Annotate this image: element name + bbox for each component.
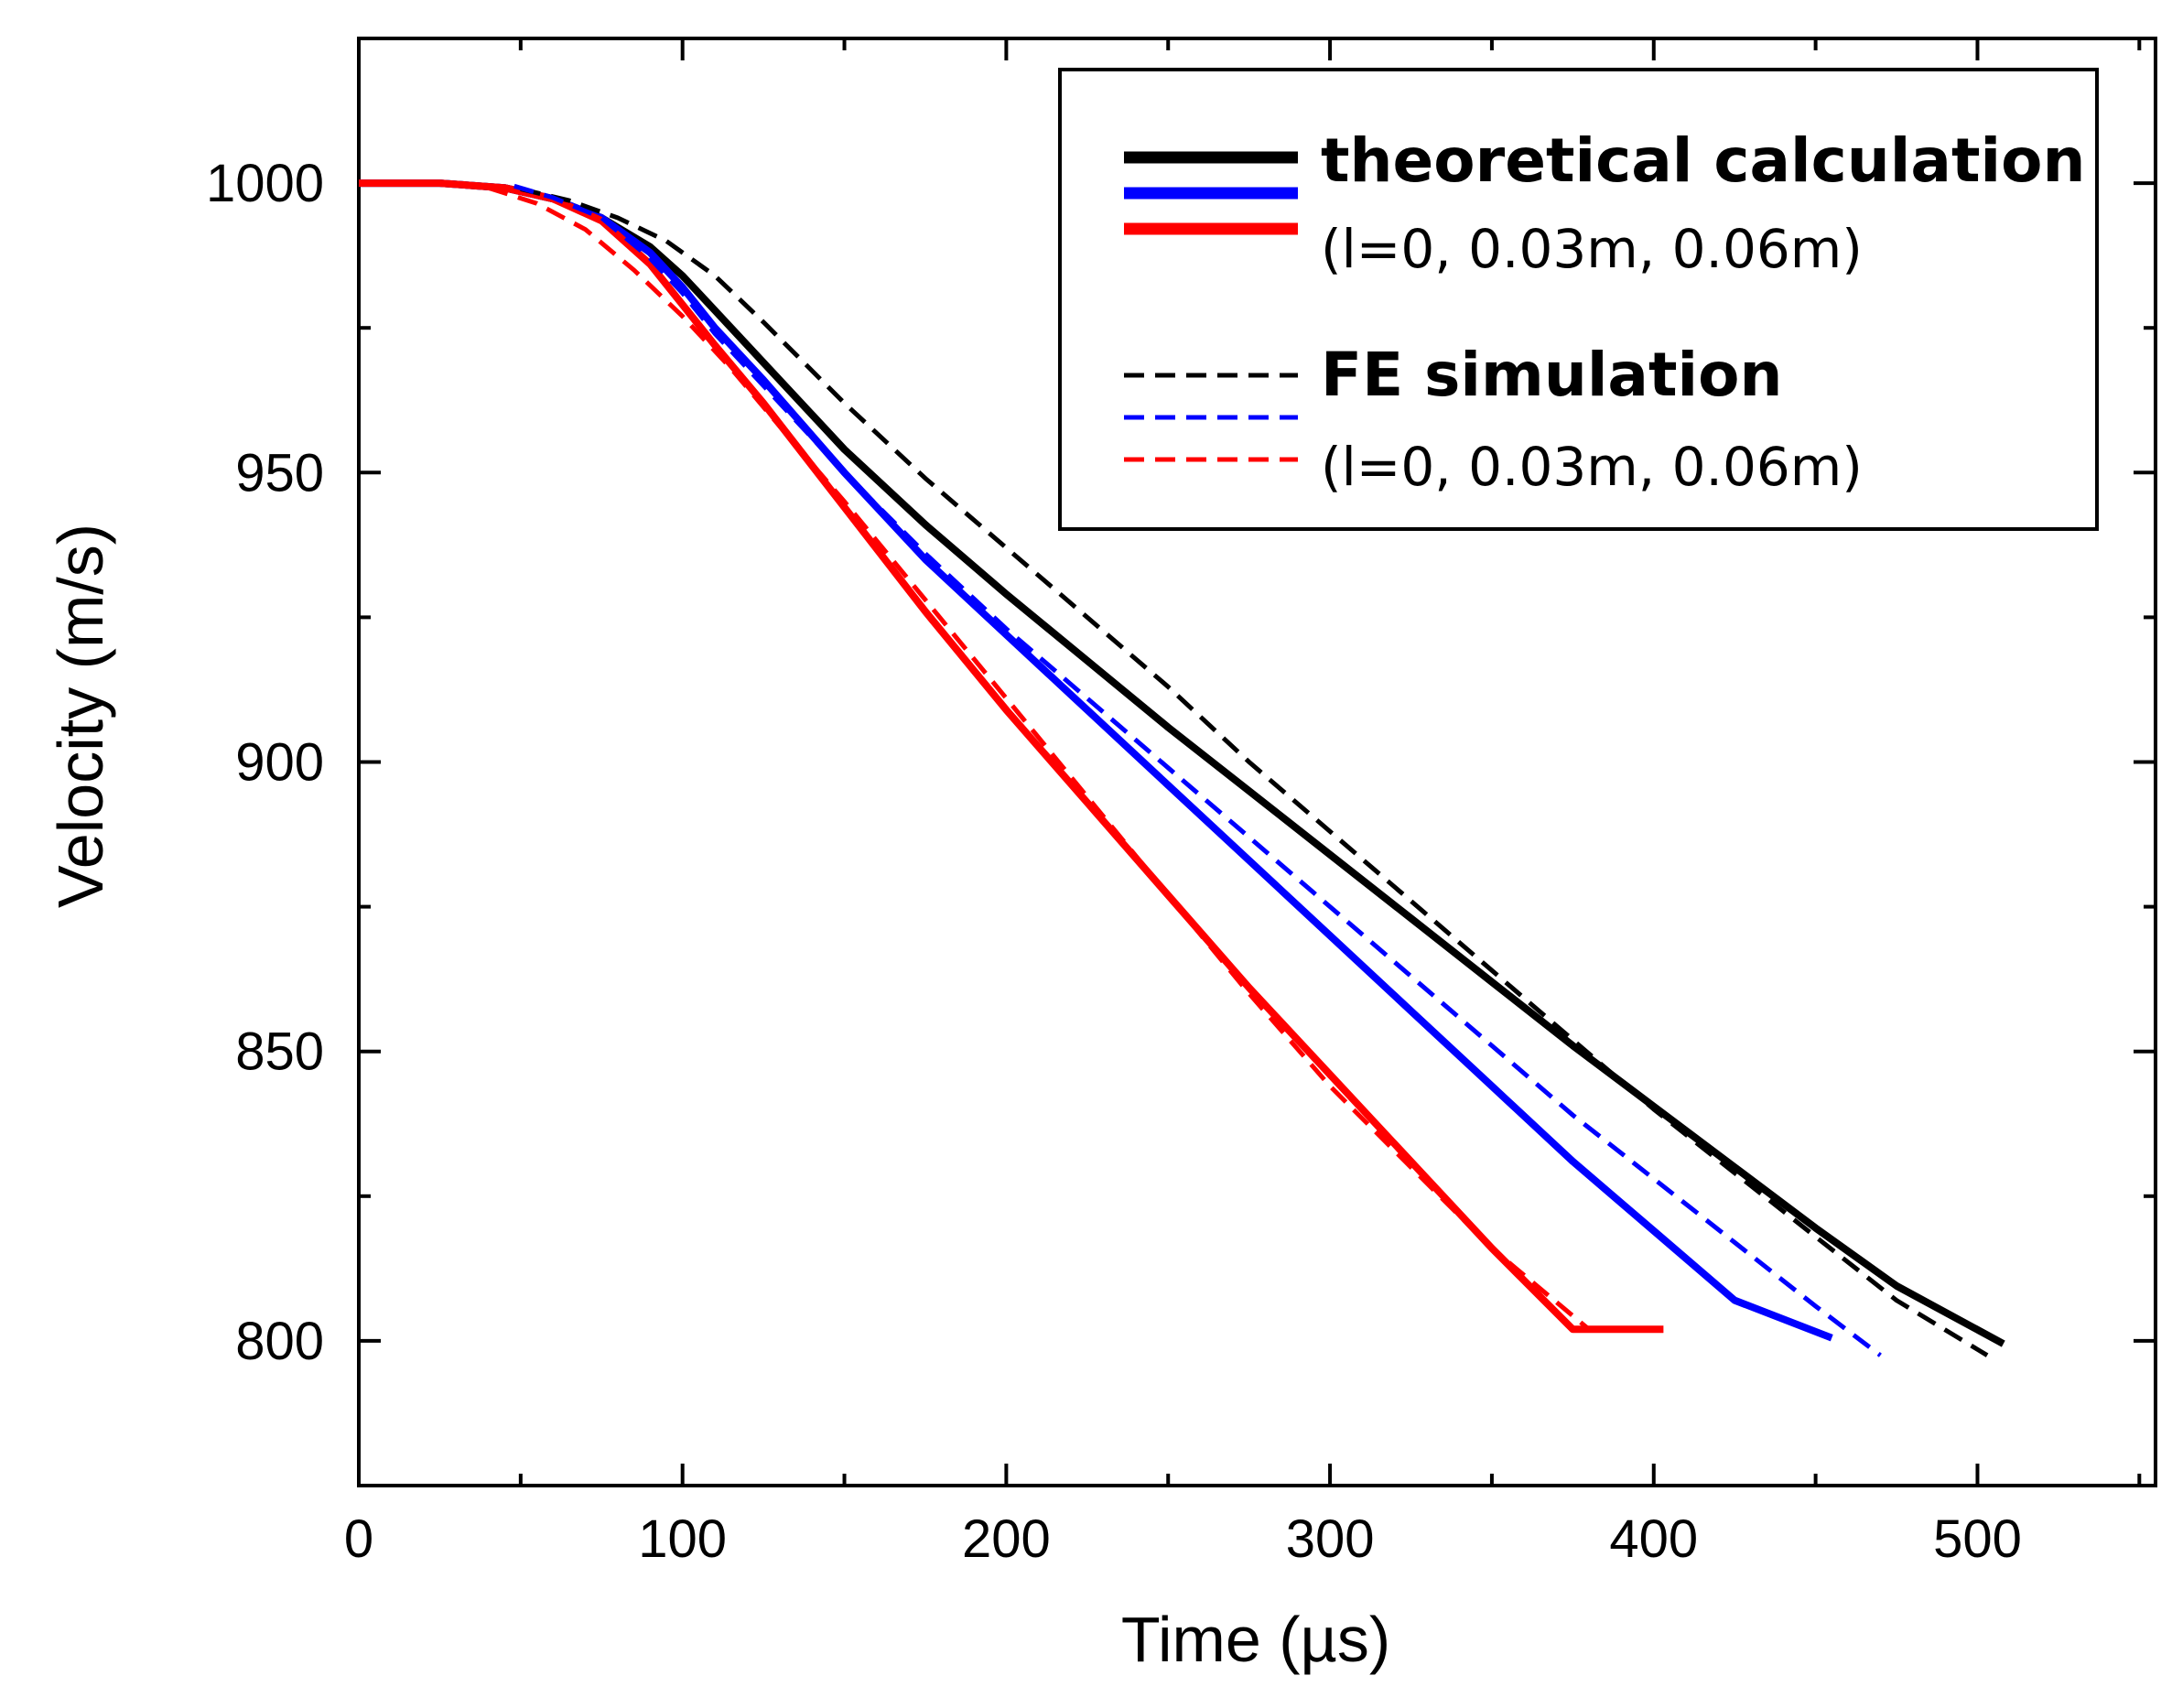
axis-ticks: [357, 38, 2156, 1486]
y-tick-label: 900: [235, 733, 324, 793]
x-tick-label: 500: [1933, 1509, 2022, 1569]
fe-simulation-line-black: [520, 186, 1989, 1357]
x-tick-label: 100: [638, 1509, 727, 1569]
legend-fe-title: FE simulation: [1321, 340, 1782, 410]
y-tick-label: 1000: [206, 154, 324, 213]
y-tick-label: 850: [235, 1022, 324, 1082]
x-tick-label: 200: [962, 1509, 1051, 1569]
legend: theoretical calculation (l=0, 0.03m, 0.0…: [1058, 68, 2099, 531]
fe-simulation-line-red: [487, 185, 1591, 1332]
tick-labels: 0 100 200 300 400 500 800 850 900 950 1000: [206, 154, 2022, 1569]
y-axis-title: Velocity (m/s): [45, 524, 116, 908]
legend-fe-sub: (l=0, 0.03m, 0.06m): [1321, 436, 1863, 498]
legend-theory-title: theoretical calculation: [1321, 125, 2085, 196]
y-tick-label: 950: [235, 443, 324, 503]
x-tick-label: 0: [344, 1509, 373, 1569]
x-tick-label: 400: [1609, 1509, 1698, 1569]
series-layer: [359, 179, 2005, 1357]
legend-box: [1058, 68, 2099, 531]
y-tick-label: 800: [235, 1312, 324, 1371]
x-axis-title: Time (µs): [1121, 1604, 1390, 1675]
x-tick-label: 300: [1286, 1509, 1375, 1569]
fe-simulation-line-blue: [513, 183, 1882, 1357]
legend-theory-sub: (l=0, 0.03m, 0.06m): [1321, 218, 1863, 280]
